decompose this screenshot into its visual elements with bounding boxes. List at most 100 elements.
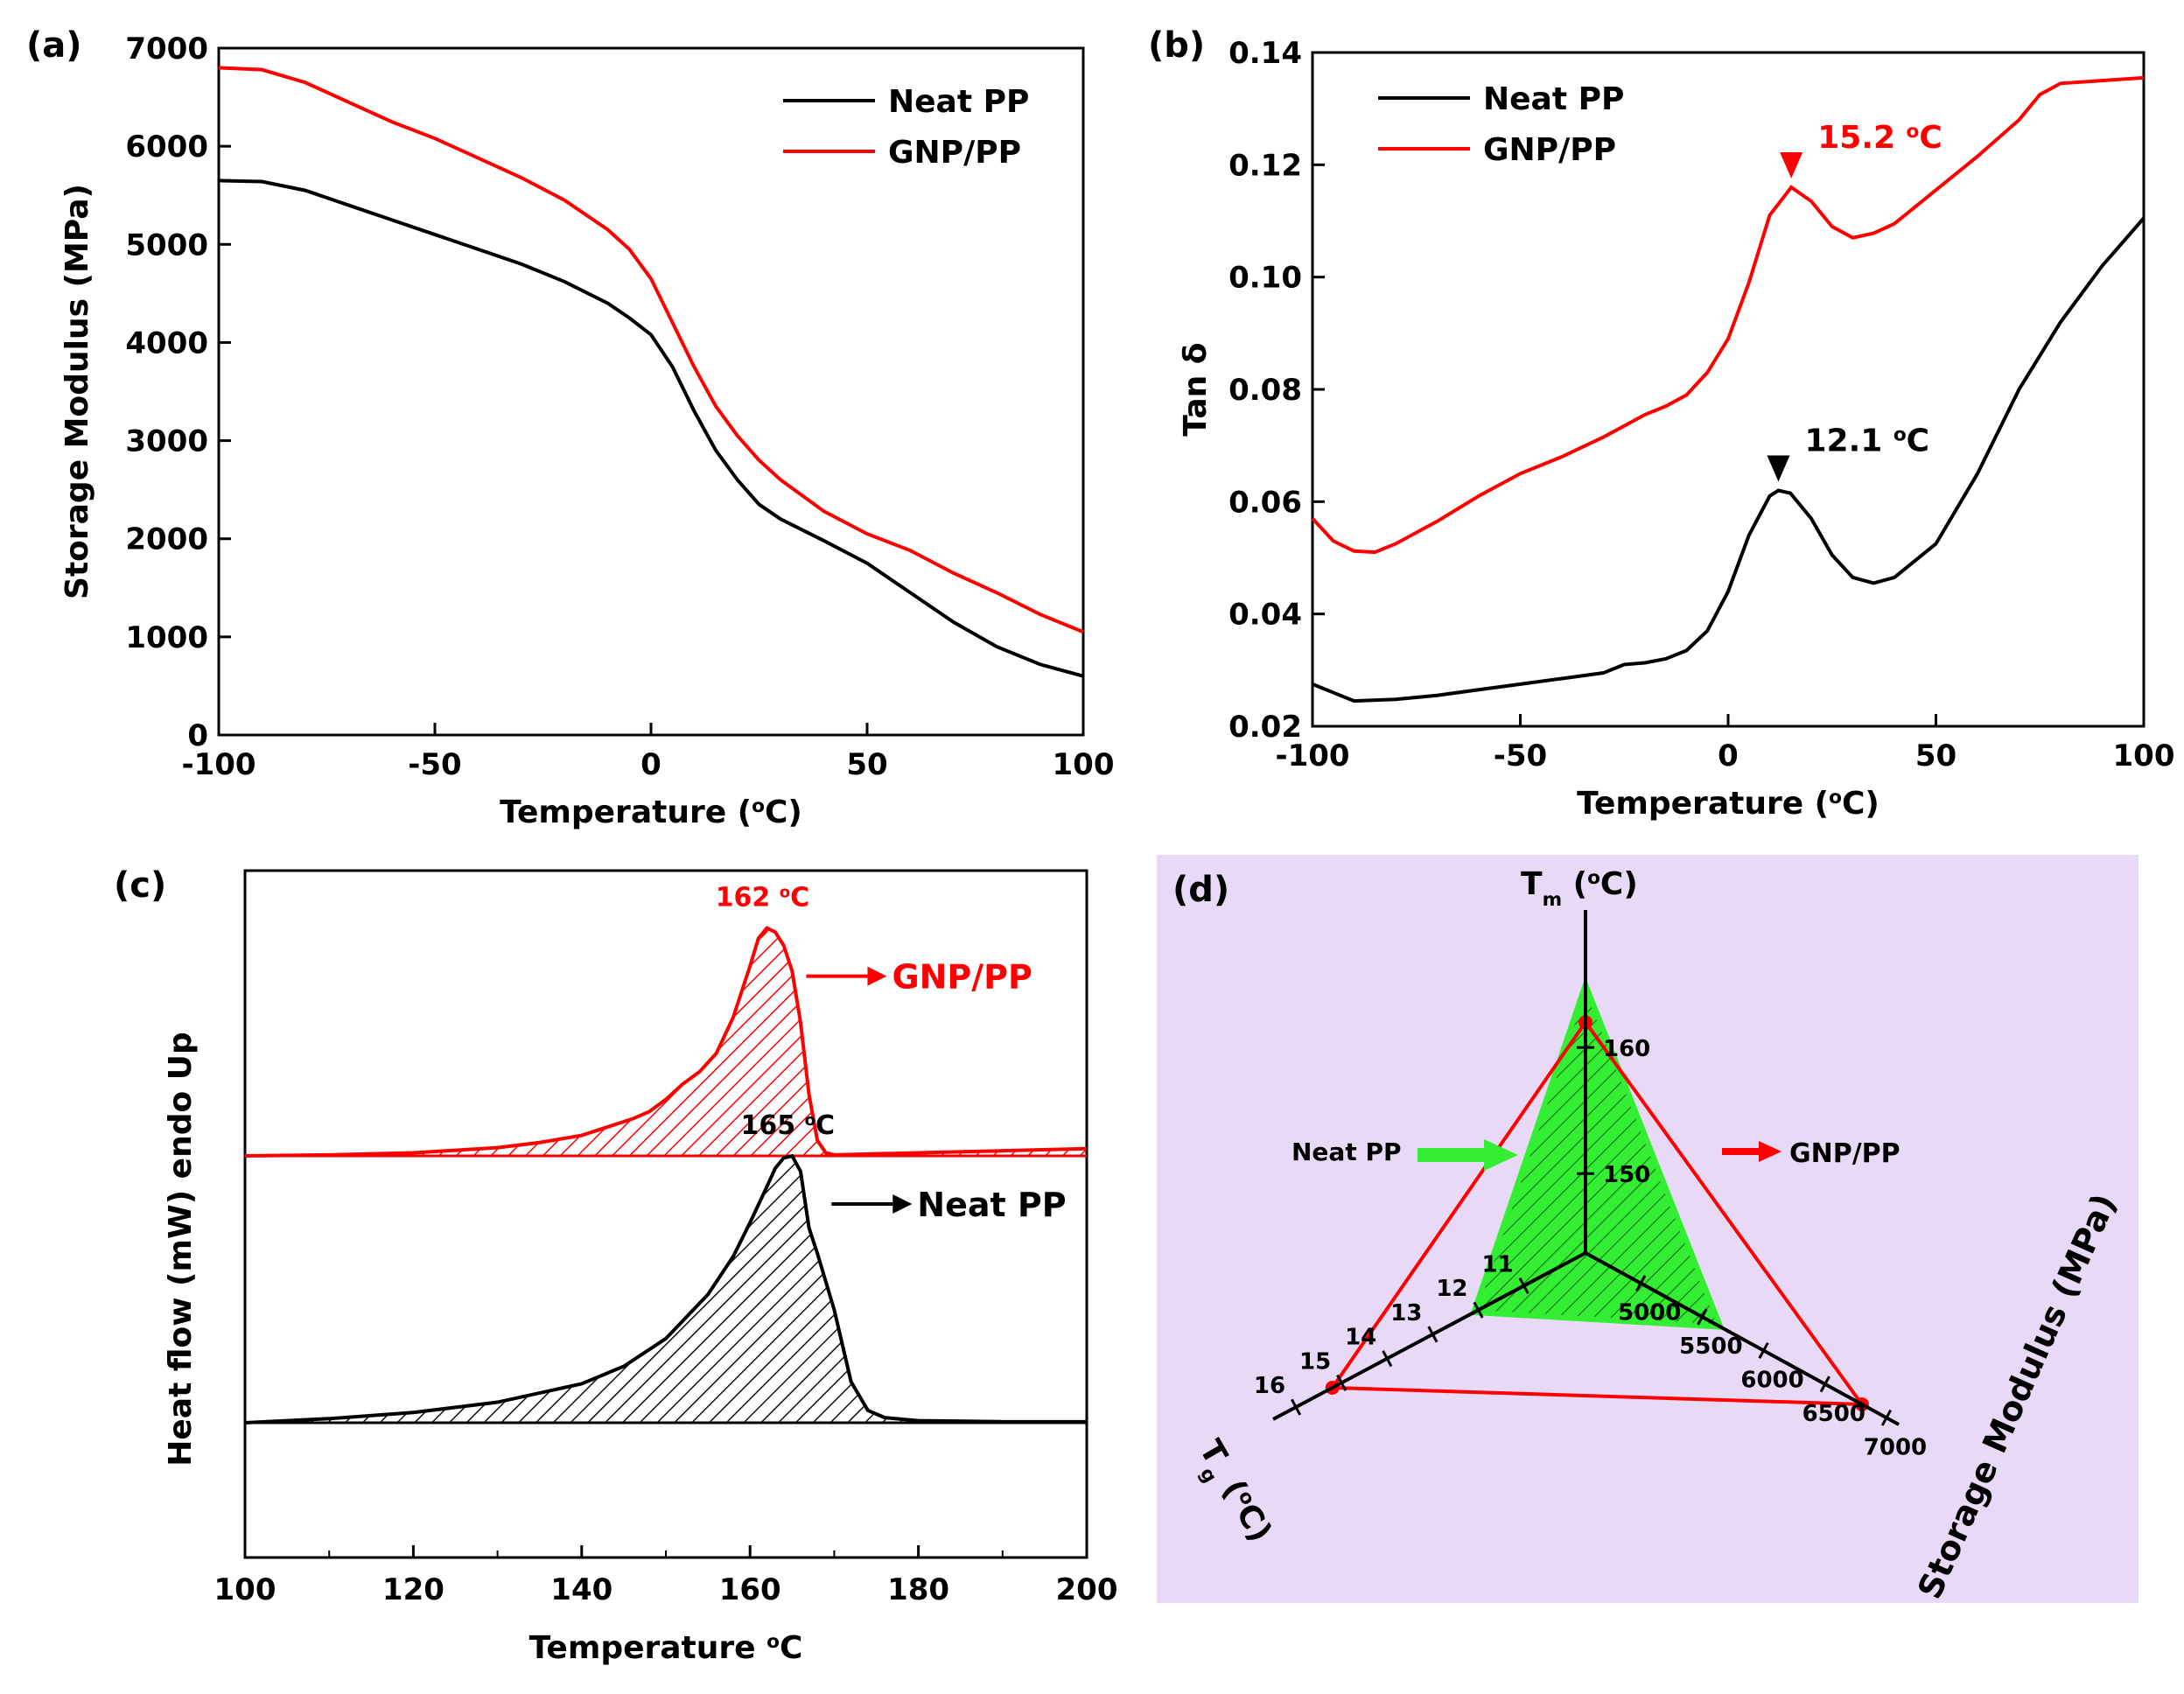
panel-d-tick-tg xyxy=(1473,1301,1484,1319)
panel-b-xtick-label: -50 xyxy=(1494,738,1547,774)
panel-c-arrowhead-neat xyxy=(892,1194,913,1214)
panel-d-tick-label-tg: 15 xyxy=(1299,1348,1331,1375)
panel-d-tick-sm xyxy=(1880,1409,1893,1426)
panel-d-tick-sm xyxy=(1697,1308,1708,1326)
panel-c-xtick-label: 180 xyxy=(887,1572,949,1607)
panel-b-xtick-label: -100 xyxy=(1275,738,1349,774)
panel-a-ytick-label: 0 xyxy=(187,718,208,753)
panel-c-area-gnp xyxy=(245,928,1087,1157)
panel-a-series-gnp xyxy=(218,66,1084,634)
panel-d-tick-label-sm: 5500 xyxy=(1679,1334,1742,1360)
panel-d-label-gnp: GNP/PP xyxy=(1789,1138,1900,1169)
panel-d-label: (d) xyxy=(1172,870,1229,910)
panel-c-series-label-gnp: GNP/PP xyxy=(892,958,1032,997)
panel-a-legend-label-gnp: GNP/PP xyxy=(888,135,1021,171)
panel-a-xtick-label: 100 xyxy=(1053,747,1115,782)
panel-c-xtick-label: 200 xyxy=(1056,1572,1118,1607)
panel-c-xlabel-part: Temperature xyxy=(529,1630,766,1666)
panel-d-gnp-polygon xyxy=(1329,1018,1866,1407)
panel-d-axis-title-tm-part: T xyxy=(1521,866,1543,902)
panel-b-peak-label-neat-part: o xyxy=(1894,424,1907,445)
panel-c-xlabel-part: C xyxy=(780,1630,802,1666)
panel-b-ytick-label: 0.04 xyxy=(1228,598,1302,633)
panel-d-arrow-neat xyxy=(1418,1148,1486,1162)
panel-d-tick-label-sm: 6000 xyxy=(1740,1367,1803,1393)
panel-b-xlabel-part: Temperature ( xyxy=(1577,786,1829,822)
panel-a-xlabel: Temperature (oC) xyxy=(500,794,802,830)
panel-d-axis-title-tm-part: m xyxy=(1543,889,1563,911)
panel-a-xlabel-part: C) xyxy=(765,794,802,830)
panel-b-ytick-label: 0.12 xyxy=(1228,148,1302,183)
panel-c-peak-label-neat-part: 165 xyxy=(741,1110,805,1141)
panel-c-xlabel-part: o xyxy=(766,1631,780,1653)
panel-a-ytick-label: 4000 xyxy=(125,326,208,360)
panel-a-ytick-label: 2000 xyxy=(125,522,208,557)
panel-c-label: (c) xyxy=(114,865,166,906)
panel-d-axis-title-tm-part: C) xyxy=(1600,866,1638,902)
panel-d-axis-title-tm-part: ( xyxy=(1562,866,1587,902)
panel-b-xtick-label: 0 xyxy=(1718,738,1739,774)
panel-c-peak-label-gnp-part: o xyxy=(780,883,790,901)
panel-b-ytick-label: 0.10 xyxy=(1228,261,1302,296)
panel-b-peak-label-gnp-part: 15.2 xyxy=(1817,120,1906,156)
panel-b-peak-label-neat: 12.1 oC xyxy=(1804,424,1929,459)
panel-c-peak-label-neat-part: C xyxy=(816,1110,835,1141)
panel-b-ytick-label: 0.02 xyxy=(1228,710,1302,745)
panel-b-peak-label-neat-part: 12.1 xyxy=(1804,424,1893,459)
panel-d-tick-label-sm: 6500 xyxy=(1802,1401,1866,1427)
panel-c-xtick-label: 120 xyxy=(382,1572,444,1607)
panel-b-xtick-label: 100 xyxy=(2113,738,2175,774)
panel-c-series-label-neat: Neat PP xyxy=(917,1186,1066,1224)
panel-c-peak-label-gnp-part: C xyxy=(790,883,809,914)
panel-b-peak-label-gnp-part: o xyxy=(1907,121,1920,143)
panel-b-peak-marker-gnp xyxy=(1780,152,1803,178)
panel-a-series-neat xyxy=(218,178,1084,678)
panel-a-ylabel: Storage Modulus (MPa) xyxy=(60,184,95,599)
panel-b-legend-label-neat: Neat PP xyxy=(1483,81,1624,117)
panel-b-series-neat xyxy=(1312,216,2146,704)
panel-a-xtick-label: 50 xyxy=(846,747,887,782)
panel-b-xlabel-part: C) xyxy=(1842,786,1880,822)
panel-d-tick-tg xyxy=(1427,1326,1438,1343)
panel-d-tick-tg xyxy=(1518,1277,1530,1294)
panel-a-ytick-label: 7000 xyxy=(125,32,208,66)
panel-c-ylabel: Heat flow (mW) endo Up xyxy=(163,1032,199,1466)
panel-d-tick-label-tg: 12 xyxy=(1436,1276,1467,1302)
panel-b-ytick-label: 0.08 xyxy=(1228,373,1302,408)
panel-d-tick-tg xyxy=(1382,1350,1393,1368)
panel-c-series-gnp xyxy=(244,926,1088,1158)
panel-a-xtick-label: 0 xyxy=(640,747,662,782)
panel-a-xtick-label: -100 xyxy=(181,747,256,782)
panel-b-xtick-label: 50 xyxy=(1915,738,1956,774)
panel-a-ytick-label: 6000 xyxy=(125,130,208,164)
panel-d-tick-label-tm: 150 xyxy=(1603,1162,1650,1188)
panel-d-tick-label-tg: 11 xyxy=(1481,1251,1513,1278)
panel-d-tick-sm xyxy=(1819,1376,1830,1393)
panel-b-xlabel-part: o xyxy=(1829,787,1842,808)
panel-b-ylabel: Tan δ xyxy=(1178,342,1214,436)
panel-c-peak-label-neat: 165 oC xyxy=(741,1110,835,1141)
panel-c-xtick-label: 140 xyxy=(550,1572,612,1607)
panel-d-tick-tg xyxy=(1291,1398,1302,1416)
panel-d-neat-polygon xyxy=(1470,976,1725,1330)
panel-c-xtick-label: 160 xyxy=(719,1572,781,1607)
panel-d-tick-sm xyxy=(1758,1341,1769,1359)
panel-a-legend-label-neat: Neat PP xyxy=(888,84,1029,120)
panel-c-xlabel: Temperature oC xyxy=(529,1630,803,1666)
panel-d-arrowhead-neat xyxy=(1484,1139,1518,1171)
panel-d-axis-title-tm: Tm (oC) xyxy=(1521,866,1638,911)
panel-a-xlabel-part: Temperature ( xyxy=(500,794,752,830)
panel-b-peak-label-gnp: 15.2 oC xyxy=(1817,120,1942,156)
panel-d-tick-sm xyxy=(1635,1275,1647,1292)
panel-d-tick-label-tg: 14 xyxy=(1345,1325,1376,1351)
panel-b-legend-label-gnp: GNP/PP xyxy=(1483,132,1616,168)
panel-b-peak-marker-neat xyxy=(1767,455,1790,482)
panel-b-ytick-label: 0.14 xyxy=(1228,36,1302,71)
panel-d-arrowhead-gnp xyxy=(1759,1141,1782,1162)
panel-d-tick-label-sm: 5000 xyxy=(1618,1300,1681,1326)
panel-a-xlabel-part: o xyxy=(752,795,765,817)
panel-a-xtick-label: -50 xyxy=(408,747,461,782)
panel-a-ytick-label: 1000 xyxy=(125,620,208,655)
panel-b-xlabel: Temperature (oC) xyxy=(1577,786,1880,822)
panel-a-label: (a) xyxy=(26,25,82,66)
